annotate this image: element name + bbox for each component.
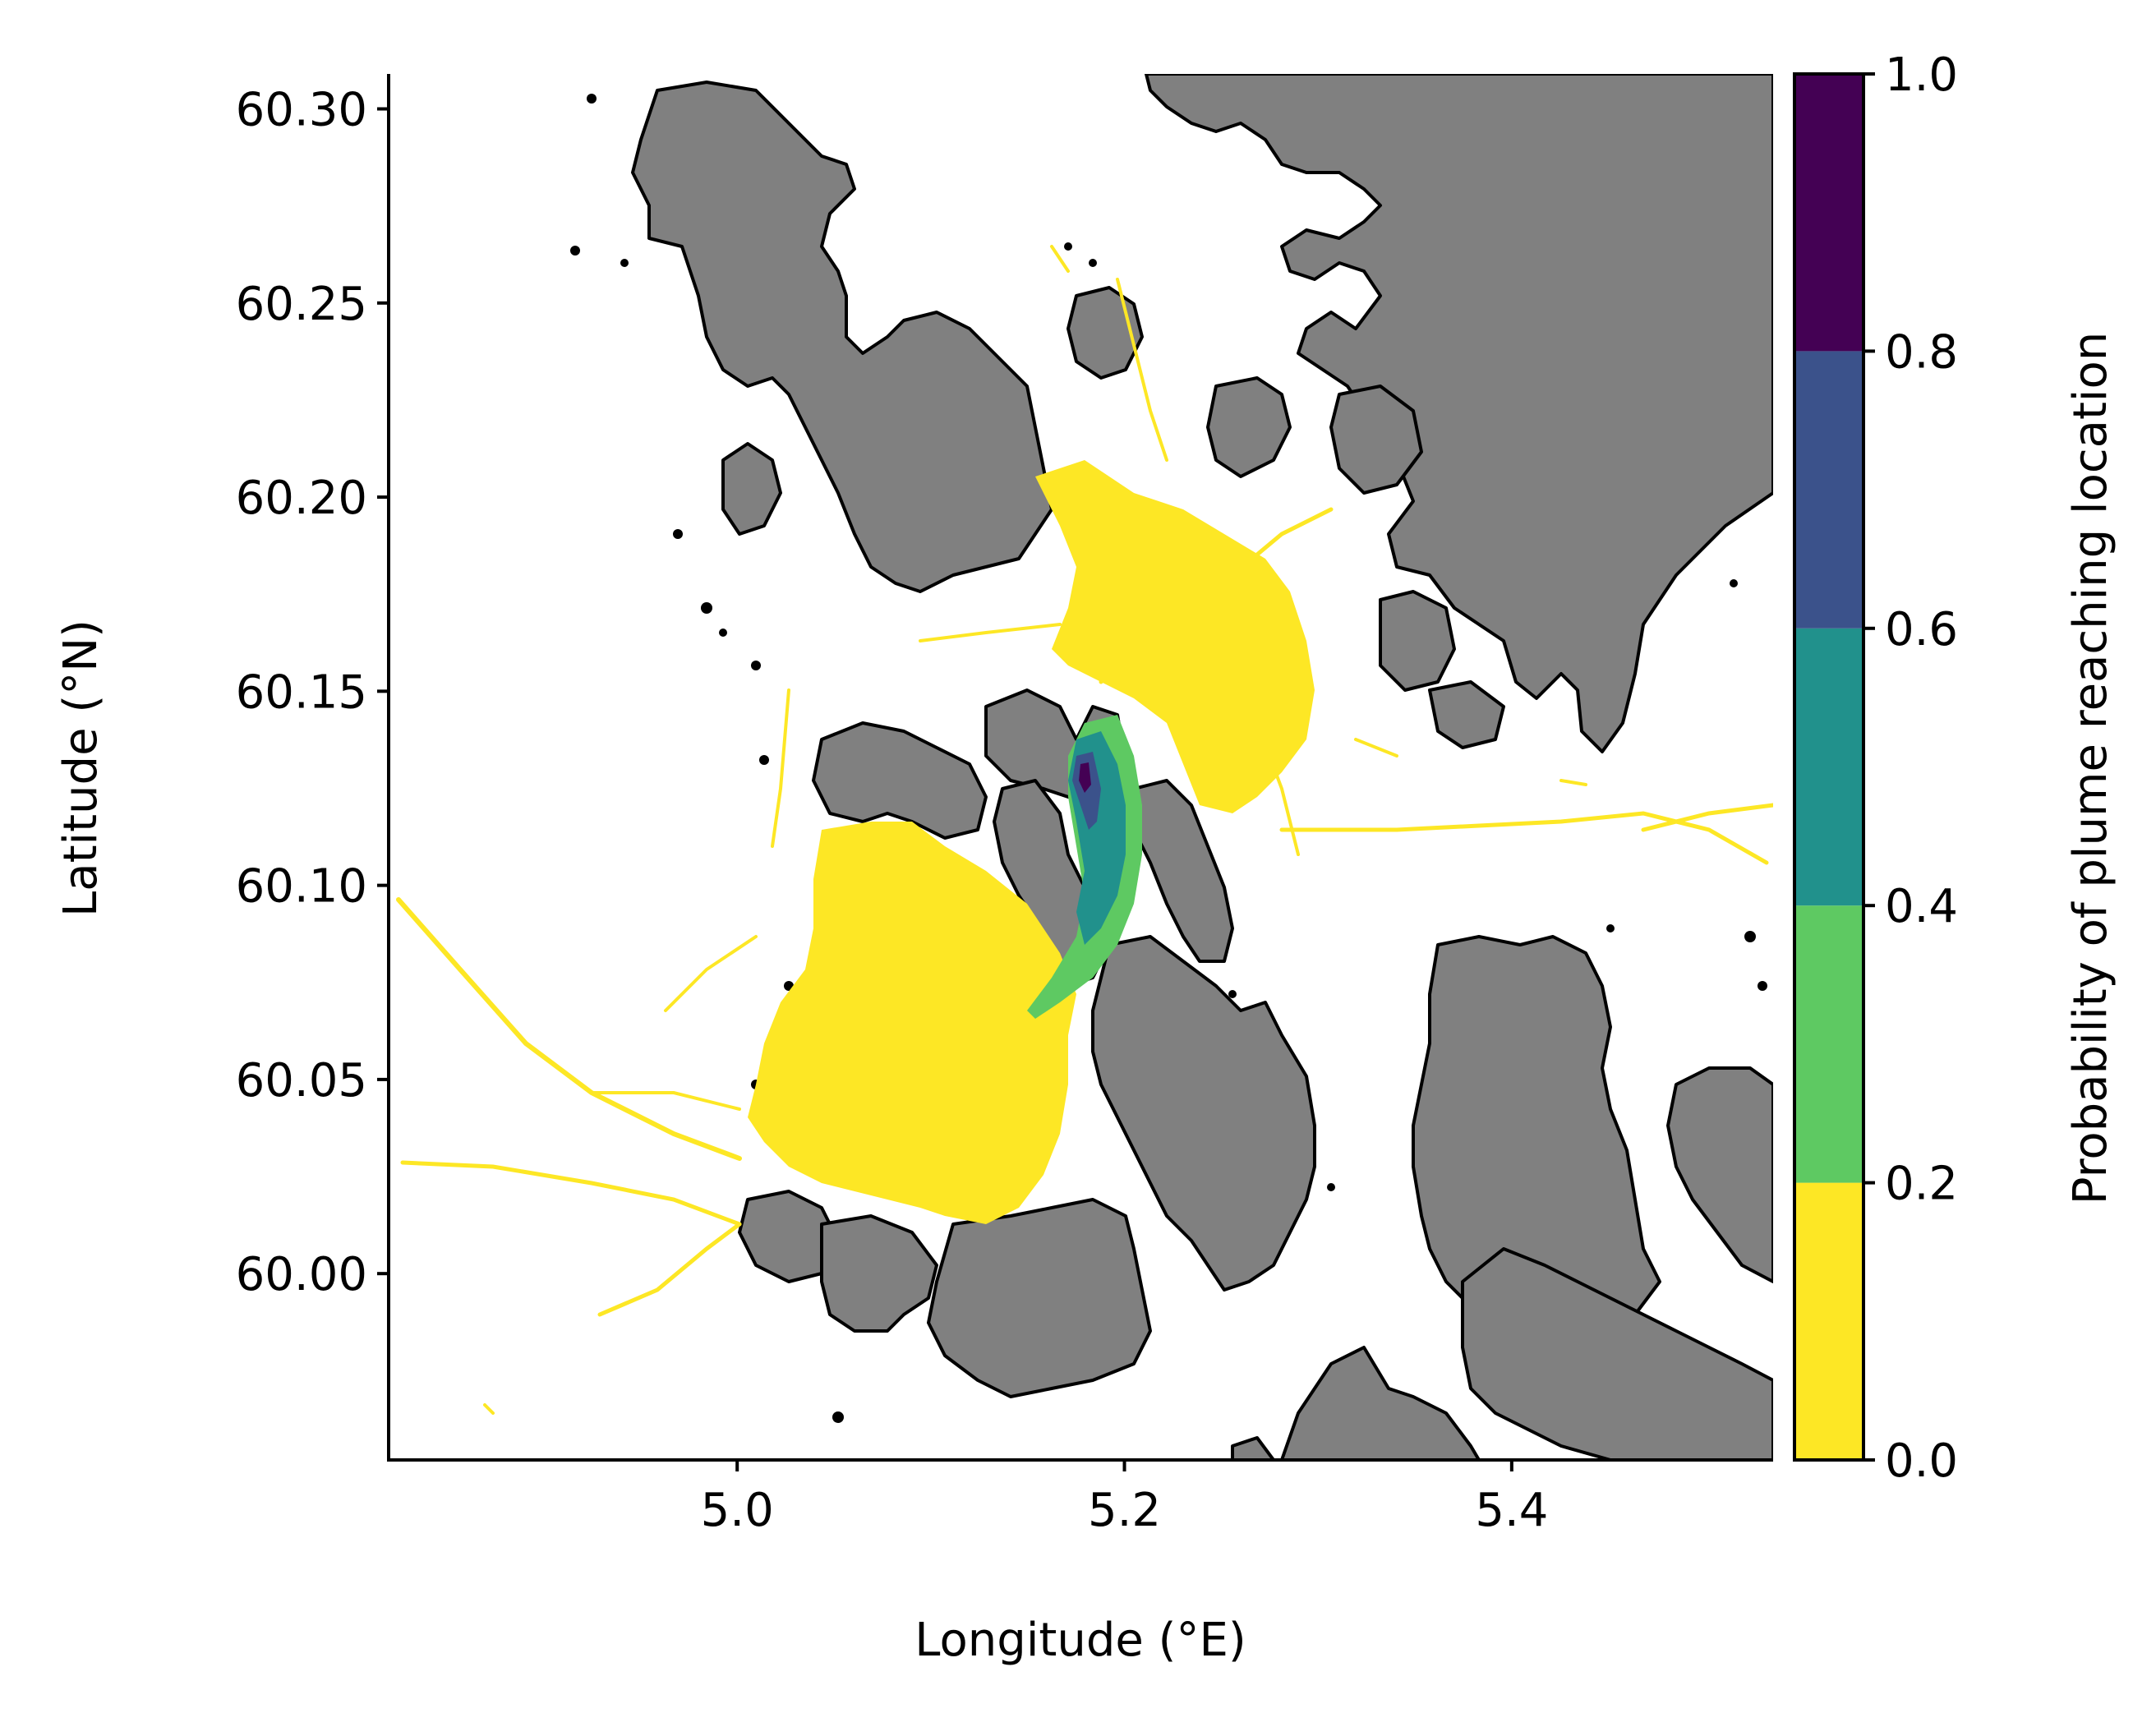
colorbar-bin (1794, 74, 1863, 352)
landmass-northwest-islet (721, 442, 782, 536)
y-tick-label: 60.20 (236, 472, 367, 525)
x-tick-label: 5.2 (1088, 1484, 1161, 1537)
x-tick-label: 5.4 (1475, 1484, 1548, 1537)
landmass-island-far-right (1428, 680, 1505, 749)
colorbar-outline (1793, 72, 1865, 1462)
colorbar-tick-label: 0.8 (1885, 325, 1958, 379)
y-axis-ticks: 60.00 60.05 60.10 60.15 60.20 60.25 60.30 (236, 84, 389, 1301)
colorbar-bin (1794, 351, 1863, 629)
landmass-south-central-big (1091, 935, 1316, 1292)
y-axis-label: Latitude (°N) (54, 619, 108, 917)
x-axis-label: Longitude (°E) (914, 1614, 1246, 1667)
landmass-bottom-center (1280, 1346, 1481, 1460)
landmass-southeast-mainland (1461, 1247, 1773, 1460)
land-masses (631, 74, 1773, 1460)
colorbar-label: Probability of plume reaching location (2064, 332, 2117, 1204)
landmass-island-center-right (1329, 385, 1423, 495)
colorbar: 0.0 0.2 0.4 0.6 0.8 1.0 Probability of plume … (1793, 48, 2117, 1488)
landmass-south-big (927, 1198, 1152, 1398)
colorbar-ticks: 0.0 0.2 0.4 0.6 0.8 1.0 (1863, 48, 1958, 1488)
colorbar-bin (1794, 905, 1863, 1183)
landmass-long-central-island (1132, 779, 1234, 963)
y-tick-label: 60.25 (236, 278, 367, 331)
y-tick-label: 60.15 (236, 665, 367, 719)
x-tick-label: 5.0 (701, 1484, 774, 1537)
y-tick-label: 60.30 (236, 84, 367, 137)
colorbar-tick-label: 0.4 (1885, 880, 1958, 933)
colorbar-tick-label: 1.0 (1885, 48, 1958, 102)
islets (570, 94, 1767, 1423)
landmass-northeast (1145, 74, 1773, 753)
axes-spines (387, 74, 1773, 1462)
landmass-central-west (812, 721, 988, 840)
landmass-island-mid-right (1379, 590, 1456, 692)
colorbar-tick-label: 0.2 (1885, 1158, 1958, 1211)
landmass-center-island-east (1206, 376, 1292, 478)
x-axis-ticks: 5.0 5.2 5.4 (701, 1460, 1548, 1537)
plume-core-yellow (1035, 460, 1315, 813)
landmass-southwest-b (820, 1214, 938, 1333)
plume-probability-field (396, 245, 1773, 1415)
y-tick-label: 60.10 (236, 860, 367, 914)
plume-bin-0.8-1.0 (1079, 762, 1091, 793)
plume-bin-0.6-0.8 (1072, 752, 1101, 830)
y-tick-label: 60.00 (236, 1248, 367, 1301)
colorbar-bin (1794, 628, 1863, 906)
colorbar-bin (1794, 1182, 1863, 1460)
map-plot-area (389, 74, 1773, 1460)
landmass-northwest-island (631, 81, 1053, 593)
colorbar-tick-label: 0.6 (1885, 603, 1958, 656)
colorbar-tick-label: 0.0 (1885, 1434, 1958, 1488)
landmass-east-edge (1666, 1066, 1773, 1283)
colorbar-bins (1794, 74, 1863, 1460)
plume-southwest-yellow (748, 822, 1076, 1224)
landmass-bottom-small (1231, 1436, 1275, 1460)
y-tick-label: 60.05 (236, 1054, 367, 1107)
